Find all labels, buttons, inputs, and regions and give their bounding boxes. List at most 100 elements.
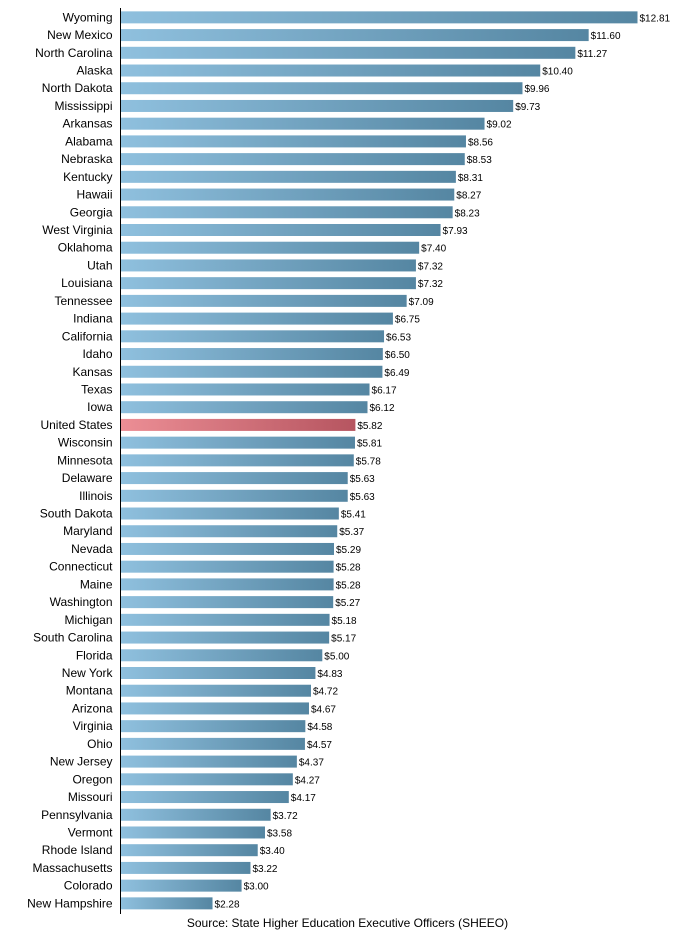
category-label-massachusetts: Massachusetts	[32, 861, 112, 875]
value-label-rhode-island: $3.40	[260, 846, 285, 857]
bar-mississippi	[121, 100, 514, 112]
value-label-south-carolina: $5.17	[331, 634, 356, 645]
category-label-pennsylvania: Pennsylvania	[41, 808, 113, 822]
bar-west-virginia	[121, 224, 441, 236]
value-label-alaska: $10.40	[542, 67, 573, 78]
value-label-mississippi: $9.73	[515, 102, 540, 113]
bar-nevada	[121, 543, 335, 555]
value-label-oregon: $4.27	[295, 775, 320, 786]
category-label-new-mexico: New Mexico	[47, 28, 113, 42]
category-label-south-dakota: South Dakota	[40, 507, 113, 521]
bar-georgia	[121, 206, 453, 218]
value-label-michigan: $5.18	[332, 616, 357, 627]
value-label-montana: $4.72	[313, 687, 338, 698]
bar-indiana	[121, 313, 393, 325]
category-label-nevada: Nevada	[71, 542, 113, 556]
value-label-west-virginia: $7.93	[443, 226, 468, 237]
category-label-mississippi: Mississippi	[54, 99, 112, 113]
category-label-nebraska: Nebraska	[61, 152, 113, 166]
category-label-west-virginia: West Virginia	[42, 223, 113, 237]
category-label-vermont: Vermont	[68, 825, 113, 839]
category-label-connecticut: Connecticut	[49, 560, 113, 574]
category-label-maryland: Maryland	[63, 524, 112, 538]
category-label-north-dakota: North Dakota	[42, 81, 113, 95]
bar-utah	[121, 259, 416, 271]
category-label-alabama: Alabama	[65, 134, 113, 148]
category-label-idaho: Idaho	[82, 347, 112, 361]
category-label-montana: Montana	[66, 684, 113, 698]
value-label-nevada: $5.29	[336, 545, 361, 556]
value-label-new-hampshire: $2.28	[215, 899, 240, 910]
value-label-kansas: $6.49	[384, 368, 409, 379]
category-label-texas: Texas	[81, 382, 112, 396]
value-label-iowa: $6.12	[370, 403, 395, 414]
category-label-tennessee: Tennessee	[54, 294, 112, 308]
category-label-virginia: Virginia	[73, 719, 113, 733]
value-label-missouri: $4.17	[291, 793, 316, 804]
value-label-alabama: $8.56	[468, 137, 493, 148]
bar-michigan	[121, 614, 330, 626]
bar-montana	[121, 685, 311, 697]
value-label-maryland: $5.37	[339, 527, 364, 538]
bar-delaware	[121, 472, 348, 484]
bar-missouri	[121, 791, 289, 803]
bar-oregon	[121, 773, 293, 785]
value-label-indiana: $6.75	[395, 315, 420, 326]
category-label-alaska: Alaska	[76, 64, 112, 78]
bar-ohio	[121, 738, 305, 750]
value-label-new-mexico: $11.60	[591, 31, 621, 42]
category-label-arkansas: Arkansas	[62, 117, 112, 131]
bar-hawaii	[121, 189, 455, 201]
category-label-california: California	[62, 329, 113, 343]
bar-chart: WyomingNew MexicoNorth CarolinaAlaskaNor…	[0, 0, 695, 948]
value-label-california: $6.53	[386, 332, 411, 343]
category-label-utah: Utah	[87, 258, 112, 272]
value-label-washington: $5.27	[335, 598, 360, 609]
value-label-oklahoma: $7.40	[421, 244, 446, 255]
value-label-new-jersey: $4.37	[299, 758, 324, 769]
category-label-michigan: Michigan	[64, 613, 112, 627]
value-label-hawaii: $8.27	[456, 191, 481, 202]
bar-wyoming	[121, 11, 638, 23]
bar-washington	[121, 596, 334, 608]
value-label-kentucky: $8.31	[458, 173, 483, 184]
bar-new-york	[121, 667, 316, 679]
category-labels: WyomingNew MexicoNorth CarolinaAlaskaNor…	[27, 10, 113, 910]
category-label-missouri: Missouri	[68, 790, 113, 804]
category-label-washington: Washington	[50, 595, 113, 609]
value-label-pennsylvania: $3.72	[273, 811, 298, 822]
category-label-delaware: Delaware	[62, 471, 113, 485]
category-label-oklahoma: Oklahoma	[58, 241, 113, 255]
category-label-kansas: Kansas	[72, 365, 112, 379]
category-label-arizona: Arizona	[72, 701, 113, 715]
bar-pennsylvania	[121, 809, 271, 821]
bar-connecticut	[121, 561, 334, 573]
value-label-maine: $5.28	[336, 580, 361, 591]
value-label-ohio: $4.57	[307, 740, 332, 751]
category-label-oregon: Oregon	[72, 772, 112, 786]
bar-massachusetts	[121, 862, 251, 874]
bar-kansas	[121, 366, 383, 378]
bar-florida	[121, 649, 323, 661]
value-label-georgia: $8.23	[455, 208, 480, 219]
value-label-new-york: $4.83	[317, 669, 342, 680]
bar-arizona	[121, 702, 309, 714]
category-label-colorado: Colorado	[64, 879, 113, 893]
category-label-new-hampshire: New Hampshire	[27, 896, 113, 910]
value-label-nebraska: $8.53	[467, 155, 492, 166]
value-label-connecticut: $5.28	[336, 563, 361, 574]
category-label-illinois: Illinois	[79, 489, 112, 503]
category-label-new-jersey: New Jersey	[50, 755, 113, 769]
bar-maine	[121, 578, 334, 590]
bar-new-jersey	[121, 756, 297, 768]
value-label-utah: $7.32	[418, 261, 443, 272]
value-label-north-carolina: $11.27	[577, 49, 607, 60]
bar-nebraska	[121, 153, 465, 165]
category-label-florida: Florida	[76, 648, 113, 662]
value-label-arkansas: $9.02	[487, 120, 512, 131]
bar-tennessee	[121, 295, 407, 307]
category-label-wisconsin: Wisconsin	[58, 436, 113, 450]
category-label-united-states: United States	[40, 418, 112, 432]
value-label-massachusetts: $3.22	[252, 864, 277, 875]
value-label-colorado: $3.00	[244, 882, 269, 893]
